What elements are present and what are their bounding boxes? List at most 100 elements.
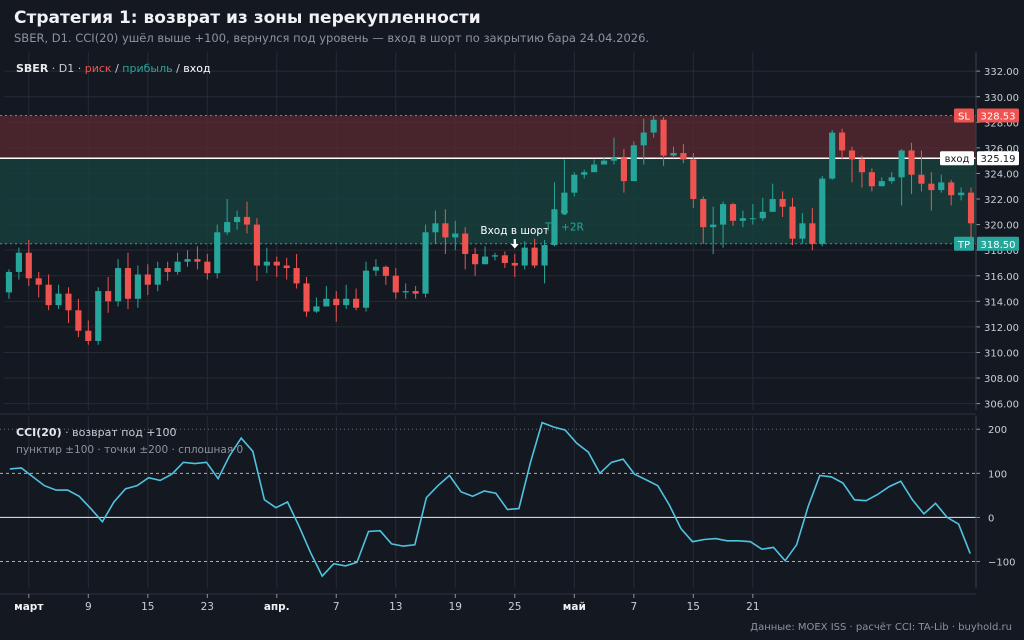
candle [452, 220, 459, 251]
candle-body [273, 261, 280, 266]
candle-body [967, 192, 975, 224]
candle [839, 128, 846, 160]
price-tick-label: 318.00 [984, 246, 1019, 257]
candle [898, 149, 905, 206]
candle [620, 149, 627, 193]
candle [194, 246, 201, 270]
candle [243, 201, 251, 234]
candle-body [739, 218, 746, 221]
candle [779, 191, 786, 217]
candle [680, 144, 687, 164]
candle-body [253, 224, 260, 266]
cci-grid [0, 416, 976, 588]
x-tick-label: 9 [85, 601, 92, 613]
candle-body [452, 233, 459, 238]
candle-body [472, 254, 479, 265]
price-tick-label: 330.00 [984, 93, 1019, 104]
candle-body [680, 153, 687, 160]
candle-body [898, 150, 905, 178]
candle-body [204, 261, 211, 274]
candle [600, 158, 608, 165]
candle-body [234, 216, 241, 223]
candle-body [164, 268, 171, 272]
legend-entry: вход [183, 62, 211, 75]
candle-body [918, 174, 925, 184]
candle-body [521, 247, 528, 266]
candle-body [630, 145, 637, 182]
candle-body [243, 216, 251, 225]
price-tick-label: 328.00 [984, 118, 1019, 129]
cci-tick-label: 0 [988, 513, 994, 524]
candle-body [759, 211, 766, 219]
entry-annotation: Вход в шорт [480, 225, 549, 249]
candle [958, 187, 965, 201]
candle-body [581, 172, 588, 175]
candle [164, 261, 171, 281]
candle-body [868, 172, 875, 187]
x-tick-label: апр. [264, 601, 290, 613]
candle [382, 265, 389, 285]
price-tick-label: 314.00 [984, 297, 1019, 308]
cci-tick-label: −100 [988, 558, 1015, 569]
x-axis: март 9 15 23 апр. 7 13 19 25 май 7 15 21 [0, 593, 976, 613]
candle [214, 224, 221, 279]
svg-text:CCI(20) · возврат под +100: CCI(20) · возврат под +100 [16, 426, 177, 439]
candle-body [422, 232, 429, 294]
sl-tag-name: SL [958, 112, 970, 123]
candle-body [729, 204, 737, 221]
candle-body [382, 266, 389, 276]
x-tick-label: 15 [687, 601, 700, 613]
x-tick-label: 25 [508, 601, 521, 613]
page-subtitle: SBER, D1. CCI(20) ушёл выше +100, вернул… [14, 31, 650, 45]
candle [868, 168, 875, 192]
candle [224, 199, 231, 235]
candle-body [531, 247, 538, 266]
candle-body [501, 255, 508, 263]
candles [5, 115, 975, 345]
candle [928, 172, 935, 211]
candle [362, 261, 370, 312]
x-tick-label: март [14, 601, 44, 613]
candle [630, 141, 637, 182]
candle [15, 247, 22, 280]
legend-ticker: SBER [16, 62, 49, 75]
candle [610, 137, 618, 165]
candle [45, 274, 52, 311]
legend-profit: прибыль [122, 62, 172, 75]
candle-body [938, 182, 945, 191]
candle [372, 259, 380, 276]
cci-tick-label: 100 [988, 469, 1007, 480]
candle-body [333, 298, 340, 306]
candle [729, 202, 737, 226]
candle [144, 264, 151, 295]
candle [134, 265, 141, 308]
candle-body [224, 222, 231, 233]
price-tick-label: 326.00 [984, 144, 1019, 155]
candle-body [362, 270, 370, 308]
candle-body [343, 298, 350, 306]
cci-tick-label: 200 [988, 425, 1007, 436]
candle [105, 277, 112, 313]
cci-axis: 200 100 0 −100 [975, 416, 1015, 588]
candle [5, 269, 13, 299]
candle [85, 320, 92, 345]
candle-body [878, 181, 885, 187]
candle-body [214, 232, 221, 274]
candle [25, 239, 32, 286]
candle [551, 182, 558, 247]
candle-body [481, 256, 489, 265]
tp-hit-dot [560, 207, 568, 215]
legend-slash-1: / [112, 62, 123, 75]
candle-body [789, 206, 796, 239]
entry-tag-value-badge [977, 151, 1019, 166]
candle [412, 285, 419, 299]
candle [124, 252, 132, 309]
risk-zone [0, 115, 976, 159]
x-tick-label: 13 [389, 601, 402, 613]
candle-body [610, 158, 618, 161]
candle-body [412, 291, 419, 294]
candle-body [591, 164, 598, 173]
cci-panel-legend: CCI(20) · возврат под +100 пунктир ±100 … [16, 426, 243, 456]
cci-legend-note: пунктир ±100 · точки ±200 · сплошная 0 [16, 444, 243, 456]
candle [789, 197, 796, 246]
